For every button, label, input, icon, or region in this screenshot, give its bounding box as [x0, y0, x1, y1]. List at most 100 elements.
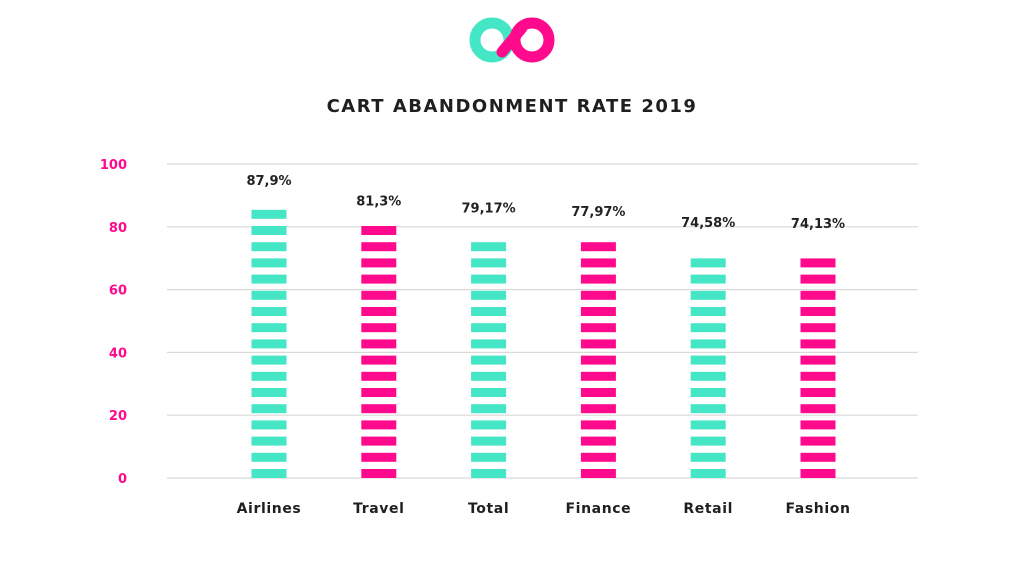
bar-stripe — [800, 452, 836, 462]
bar-stripe — [251, 420, 287, 430]
bar-stripe — [471, 323, 507, 333]
bar-stripe — [471, 469, 507, 478]
bar-stripe — [251, 388, 287, 397]
bar-stripe — [690, 452, 726, 462]
bar-stripe — [251, 209, 287, 219]
bar-stripe — [690, 469, 726, 478]
bar-stripe — [580, 404, 616, 414]
data-label: 74,13% — [791, 217, 845, 232]
data-label: 79,17% — [462, 201, 516, 216]
bar-stripe — [361, 355, 397, 365]
y-tick-label: 20 — [109, 409, 127, 424]
bar-stripe — [580, 388, 616, 397]
bar-stripe — [471, 242, 507, 252]
y-tick-label: 100 — [100, 158, 127, 173]
bar-stripe — [361, 339, 397, 349]
bar-stripe — [471, 436, 507, 446]
bar-stripe — [471, 404, 507, 414]
bar-stripe — [251, 436, 287, 446]
bar-stripe — [580, 436, 616, 446]
bar-stripe — [690, 355, 726, 365]
bar-stripe — [800, 420, 836, 430]
bar-stripe — [361, 469, 397, 478]
bar-stripe — [471, 258, 507, 268]
bar-stripe — [361, 274, 397, 284]
bar-stripe — [690, 420, 726, 430]
bar-stripe — [800, 355, 836, 365]
bar-stripe — [471, 420, 507, 430]
bar-stripe — [580, 420, 616, 430]
bar-stripe — [690, 339, 726, 349]
bar-stripe — [800, 404, 836, 414]
x-tick-label: Airlines — [237, 501, 302, 517]
bar-stripe — [580, 452, 616, 462]
bar-stripe — [471, 452, 507, 462]
bar-stripe — [800, 258, 836, 268]
bar-stripe — [361, 388, 397, 397]
bar-stripe — [580, 242, 616, 252]
bar-stripe — [251, 258, 287, 268]
bar-stripe — [361, 371, 397, 381]
bar-stripe — [361, 226, 397, 235]
bar-stripe — [580, 339, 616, 349]
bar-stripe — [690, 274, 726, 284]
bar-stripe — [361, 436, 397, 446]
x-tick-label: Total — [468, 501, 509, 517]
y-tick-label: 0 — [118, 472, 127, 487]
infinity-logo-icon — [469, 17, 555, 63]
bar-stripe — [251, 469, 287, 478]
bar-stripe — [471, 371, 507, 381]
bar-stripe — [361, 307, 397, 316]
bar-stripe — [251, 274, 287, 284]
bar-stripe — [361, 323, 397, 333]
x-tick-label: Fashion — [785, 501, 850, 517]
bar-stripe — [690, 307, 726, 316]
bar-stripe — [471, 307, 507, 316]
x-tick-label: Travel — [353, 501, 404, 517]
y-tick-label: 60 — [109, 284, 127, 299]
chart-title: CART ABANDONMENT RATE 2019 — [326, 96, 698, 117]
bar-stripe — [800, 388, 836, 397]
bar-stripe — [361, 290, 397, 300]
bar-stripe — [251, 226, 287, 235]
bar-stripe — [361, 258, 397, 268]
bar-stripe — [580, 371, 616, 381]
bar-stripe — [690, 323, 726, 333]
bar-stripe — [690, 371, 726, 381]
bar-stripe — [251, 290, 287, 300]
bar-stripe — [690, 290, 726, 300]
bar-stripe — [580, 290, 616, 300]
bar-stripe — [471, 355, 507, 365]
bar-stripe — [251, 307, 287, 316]
bar-stripe — [690, 258, 726, 268]
bar-stripe — [690, 436, 726, 446]
y-tick-label: 40 — [109, 346, 127, 361]
bar-stripe — [361, 242, 397, 252]
bar-stripe — [580, 307, 616, 316]
bar-stripe — [251, 339, 287, 349]
bar-stripe — [800, 290, 836, 300]
data-label: 87,9% — [246, 174, 291, 189]
bar-stripe — [251, 452, 287, 462]
bar-stripe — [580, 274, 616, 284]
data-label: 74,58% — [681, 216, 735, 231]
bar-stripe — [800, 436, 836, 446]
data-label: 81,3% — [356, 195, 401, 210]
bar-stripe — [580, 355, 616, 365]
data-label: 77,97% — [571, 205, 625, 220]
bar-stripe — [690, 404, 726, 414]
bar-stripe — [800, 469, 836, 478]
bar-stripe — [800, 323, 836, 333]
bar-stripe — [471, 274, 507, 284]
bar-stripe — [580, 258, 616, 268]
bar-stripe — [471, 388, 507, 397]
bar-stripe — [251, 404, 287, 414]
bar-stripe — [361, 452, 397, 462]
bar-stripe — [800, 307, 836, 316]
bar-stripe — [690, 388, 726, 397]
bar-stripe — [471, 290, 507, 300]
bar-stripe — [800, 339, 836, 349]
bar-stripe — [471, 339, 507, 349]
